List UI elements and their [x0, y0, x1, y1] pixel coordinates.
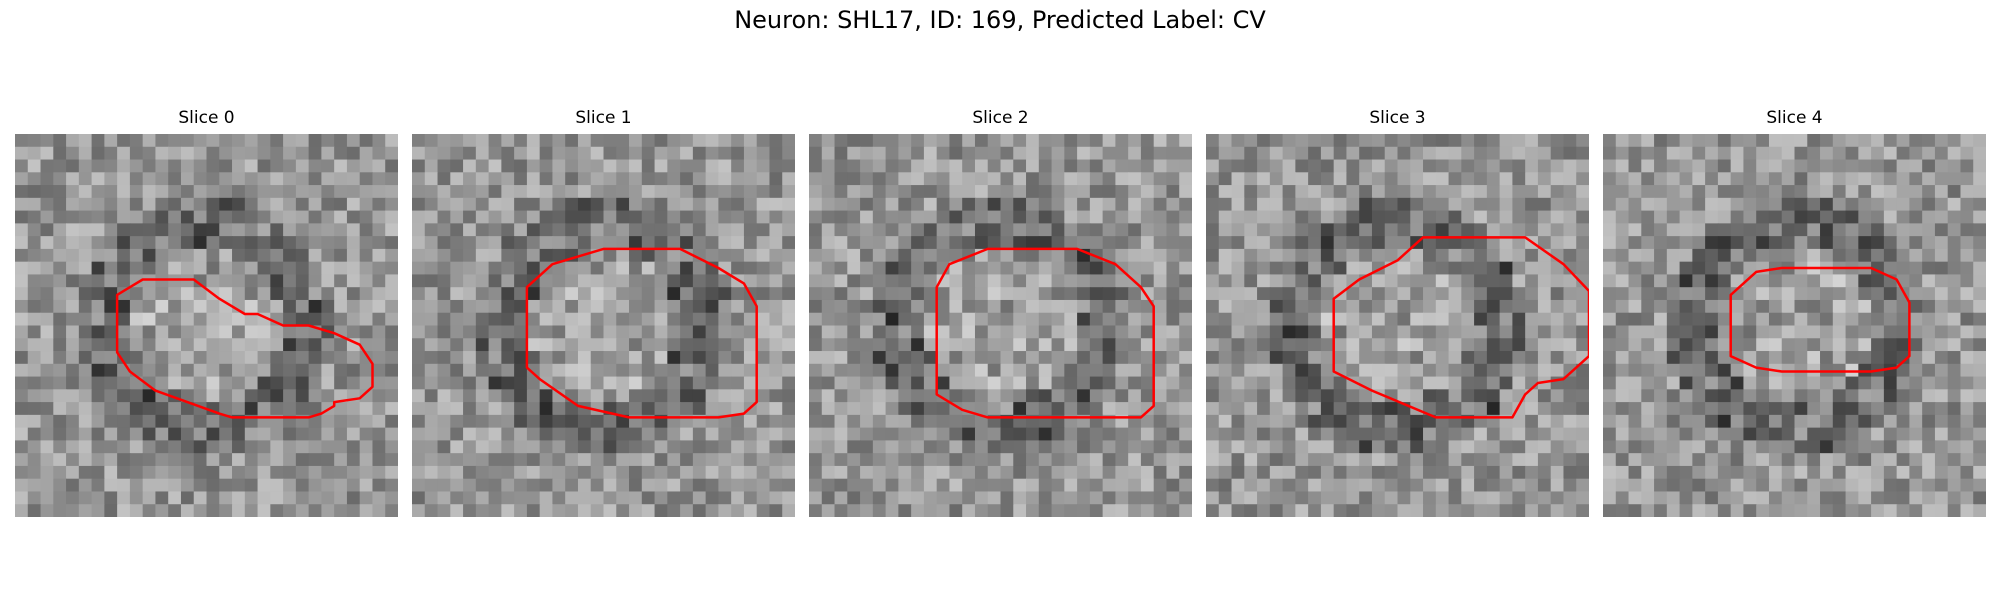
roi-contour [1729, 266, 1911, 373]
roi-contour [1332, 236, 1589, 419]
slice-title: Slice 4 [1766, 108, 1823, 128]
slice-image [809, 134, 1192, 517]
slice-title: Slice 0 [178, 108, 235, 128]
roi-contour [935, 247, 1155, 419]
slice-image [1603, 134, 1986, 517]
roi-contour [115, 278, 374, 419]
slice-image [412, 134, 795, 517]
slice-title: Slice 3 [1369, 108, 1426, 128]
slice-title: Slice 2 [972, 108, 1029, 128]
slice-title: Slice 1 [575, 108, 632, 128]
slice-image [15, 134, 398, 517]
figure-title: Neuron: SHL17, ID: 169, Predicted Label:… [734, 6, 1266, 34]
roi-contour [525, 247, 758, 419]
slice-image [1206, 134, 1589, 517]
